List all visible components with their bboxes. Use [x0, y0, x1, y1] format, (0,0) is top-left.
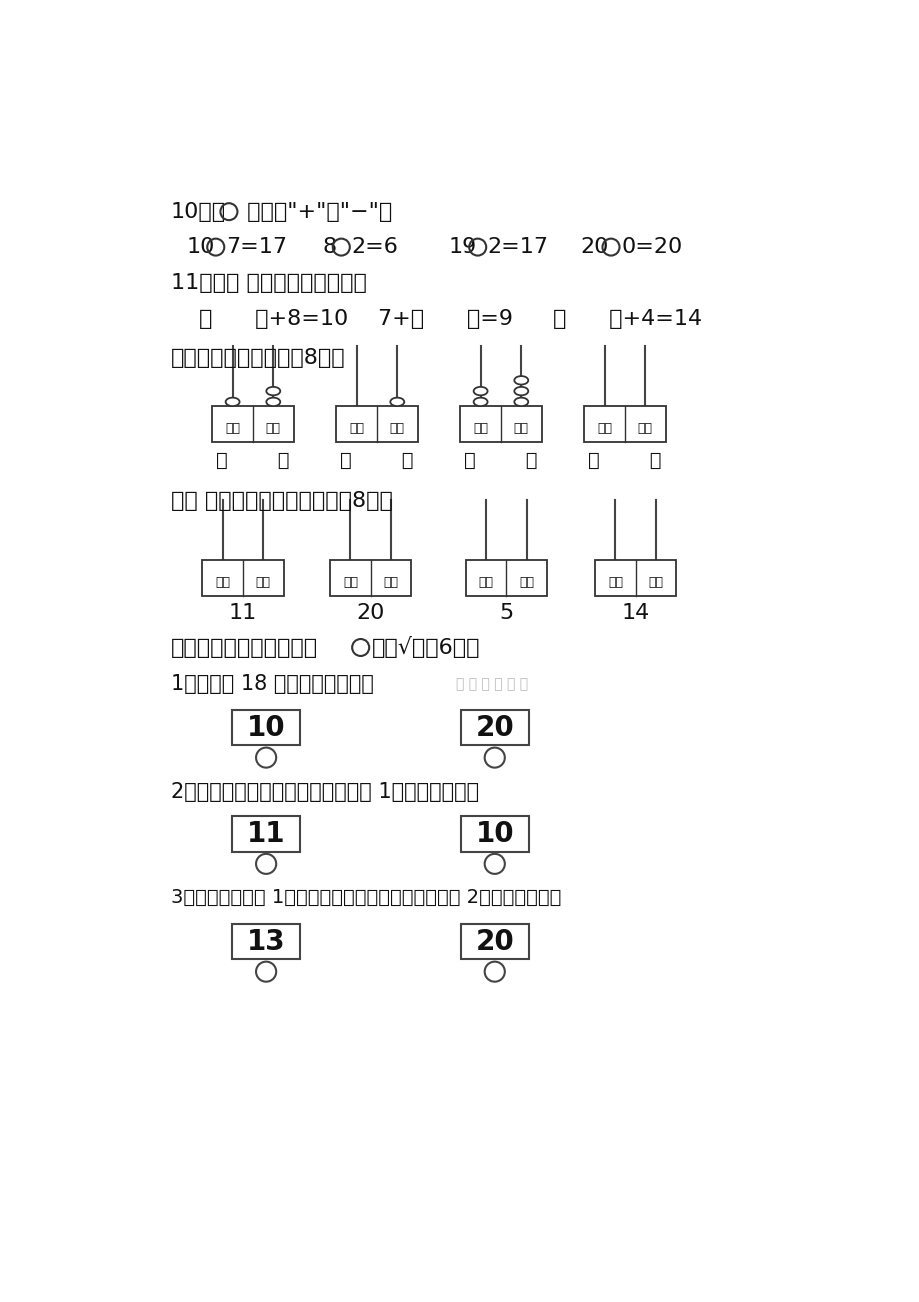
Bar [460, 406, 541, 441]
Bar [336, 406, 417, 441]
Bar [595, 560, 675, 596]
Text: 个位: 个位 [390, 422, 404, 435]
Text: （        ）: （ ） [464, 450, 537, 470]
Text: 新 课 标 第 一 网: 新 课 标 第 一 网 [456, 677, 528, 691]
Ellipse shape [514, 397, 528, 406]
Bar [232, 816, 300, 852]
Text: 十位: 十位 [472, 422, 488, 435]
Ellipse shape [225, 397, 239, 406]
Text: 20: 20 [475, 927, 514, 956]
Ellipse shape [390, 397, 403, 406]
Bar [232, 710, 300, 745]
Text: 二、写出下面各数。（8分）: 二、写出下面各数。（8分） [171, 348, 345, 368]
Bar [202, 560, 283, 596]
Text: 10、在: 10、在 [171, 202, 226, 221]
Text: 个位: 个位 [383, 575, 398, 589]
Bar [232, 924, 300, 960]
Bar [584, 406, 665, 441]
Ellipse shape [473, 397, 487, 406]
Text: 8: 8 [323, 237, 336, 256]
Text: 19: 19 [448, 237, 476, 256]
Text: 7+（      ）=9: 7+（ ）=9 [378, 310, 513, 329]
Bar [330, 560, 411, 596]
Text: 十位: 十位 [478, 575, 493, 589]
Text: 7=17: 7=17 [225, 237, 287, 256]
Text: 10: 10 [475, 820, 514, 848]
Bar [460, 710, 528, 745]
Text: 10: 10 [246, 713, 285, 742]
Text: 11: 11 [246, 820, 285, 848]
Ellipse shape [266, 397, 280, 406]
Text: 1、下面和 18 最接近的数是几？: 1、下面和 18 最接近的数是几？ [171, 674, 373, 694]
Text: 个位: 个位 [518, 575, 534, 589]
Text: 2=17: 2=17 [487, 237, 548, 256]
Text: 10: 10 [186, 237, 214, 256]
Text: 三、 画出计数器上的珠子。（8分）: 三、 画出计数器上的珠子。（8分） [171, 491, 392, 512]
Text: 2、一个数，十位和个位上的数都是 1，这个数是几？: 2、一个数，十位和个位上的数都是 1，这个数是几？ [171, 783, 479, 802]
Bar [460, 816, 528, 852]
Ellipse shape [473, 387, 487, 396]
Text: 20: 20 [579, 237, 607, 256]
Text: 个位: 个位 [648, 575, 663, 589]
Ellipse shape [514, 387, 528, 396]
Text: 14: 14 [621, 603, 649, 622]
Text: 11、在（ ）里填上合适的数。: 11、在（ ）里填上合适的数。 [171, 273, 367, 293]
Text: 里画√。（6分）: 里画√。（6分） [371, 637, 480, 659]
Text: 十位: 十位 [225, 422, 240, 435]
Text: （        ）: （ ） [216, 450, 289, 470]
Text: （        ）: （ ） [340, 450, 414, 470]
Text: 十位: 十位 [596, 422, 611, 435]
Text: 十位: 十位 [343, 575, 357, 589]
Text: 十位: 十位 [607, 575, 622, 589]
Text: 3、十位上的数是 1，个位上的数字比十位上的数字多 2，这个数是几？: 3、十位上的数是 1，个位上的数字比十位上的数字多 2，这个数是几？ [171, 888, 561, 906]
Text: 个位: 个位 [255, 575, 270, 589]
Text: 四、选择，在正确答案的: 四、选择，在正确答案的 [171, 638, 318, 658]
Bar [465, 560, 547, 596]
Text: 20: 20 [357, 603, 384, 622]
Bar [460, 924, 528, 960]
Text: 个位: 个位 [513, 422, 528, 435]
Text: （        ）: （ ） [587, 450, 661, 470]
Text: 十位: 十位 [348, 422, 364, 435]
Text: （      ）+8=10: （ ）+8=10 [199, 310, 347, 329]
Ellipse shape [266, 387, 280, 396]
Text: 5: 5 [499, 603, 513, 622]
Text: 11: 11 [229, 603, 256, 622]
Text: 十位: 十位 [215, 575, 230, 589]
Text: 0=20: 0=20 [620, 237, 682, 256]
Text: 里填上"+"或"−"。: 里填上"+"或"−"。 [240, 202, 391, 221]
Text: 个位: 个位 [637, 422, 652, 435]
Bar [212, 406, 293, 441]
Text: 20: 20 [475, 713, 514, 742]
Text: 2=6: 2=6 [351, 237, 398, 256]
Text: 个位: 个位 [266, 422, 280, 435]
Text: 13: 13 [246, 927, 285, 956]
Text: （      ）+4=14: （ ）+4=14 [552, 310, 701, 329]
Ellipse shape [514, 376, 528, 384]
